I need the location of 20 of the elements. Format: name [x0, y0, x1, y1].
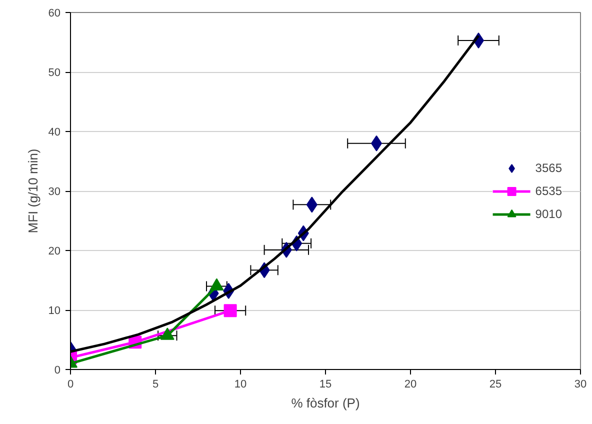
x-tick-label: 5 — [152, 378, 159, 390]
y-tick-label: 40 — [48, 126, 61, 138]
x-tick-label: 10 — [234, 378, 247, 390]
x-tick-label: 25 — [489, 378, 502, 390]
y-tick-label: 50 — [48, 67, 61, 79]
x-tick-label: 30 — [574, 378, 587, 390]
y-tick-label: 20 — [48, 246, 61, 258]
y-tick-label: 60 — [48, 8, 61, 20]
x-axis-title: % fòsfor (P) — [291, 396, 360, 410]
y-tick-label: 0 — [54, 364, 61, 376]
legend-label: 9010 — [535, 206, 562, 220]
y-tick-label: 30 — [48, 186, 61, 198]
x-tick-label: 20 — [404, 378, 417, 390]
legend-label: 6535 — [535, 184, 562, 198]
x-tick-label: 0 — [67, 378, 74, 390]
y-axis-title: MFI (g/10 min) — [25, 148, 40, 234]
legend-label: 3565 — [535, 160, 562, 174]
y-tick-label: 10 — [48, 305, 61, 317]
x-tick-label: 15 — [319, 378, 332, 390]
point — [224, 304, 237, 318]
